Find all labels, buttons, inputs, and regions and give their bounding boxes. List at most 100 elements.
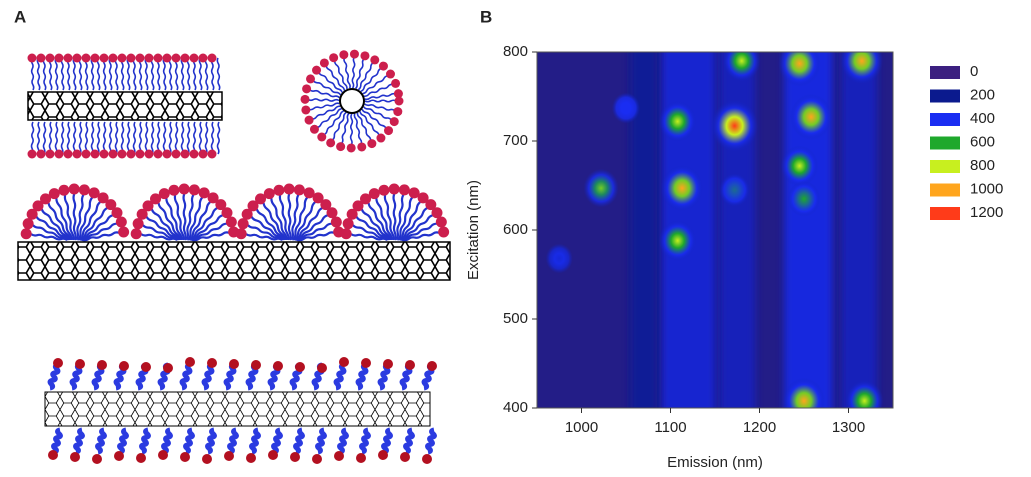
lipid-tail (109, 122, 111, 154)
lipid-tail (37, 58, 39, 90)
lipid-head (422, 454, 432, 464)
intensity-peak (778, 40, 820, 86)
lipid-tail (217, 122, 219, 154)
lipid-head (141, 362, 151, 372)
lipid-tail (175, 58, 177, 90)
lipid-head (389, 184, 400, 195)
nanotube (28, 92, 222, 120)
lipid-head (208, 54, 217, 63)
lipid-tail (193, 122, 195, 154)
lipid-tail (115, 58, 117, 90)
lipid-head (185, 357, 195, 367)
schematics (18, 50, 450, 464)
intensity-peak (719, 173, 750, 206)
panel-label: A (14, 7, 26, 26)
lipid-tail (181, 58, 183, 90)
lipid-head (23, 218, 34, 229)
lipid-head (361, 358, 371, 368)
lipid-head (163, 363, 173, 373)
lipid-head (190, 150, 199, 159)
lipid-head (393, 107, 402, 116)
lipid-tail (296, 430, 303, 452)
lipid-head (181, 150, 190, 159)
lipid-tail (109, 58, 111, 90)
lipid-head (180, 452, 190, 462)
lipid-tail (157, 58, 159, 90)
lipid-head (379, 62, 388, 71)
y-tick-label: 400 (503, 399, 528, 416)
lipid-tail (308, 99, 339, 101)
lipid-head (378, 450, 388, 460)
lipid-tail (43, 122, 45, 154)
lipid-tail (157, 122, 159, 154)
lipid-tail (91, 58, 93, 90)
lipid-head (163, 150, 172, 159)
lipid-head (320, 58, 329, 67)
legend-swatch (930, 90, 960, 103)
lipid-head (55, 150, 64, 159)
lipid-head (284, 184, 295, 195)
lipid-tail (252, 430, 259, 452)
lipid-tail (145, 122, 147, 154)
intensity-peak (659, 220, 697, 261)
lipid-tail (54, 430, 61, 452)
x-axis-label: Emission (nm) (667, 454, 763, 471)
lipid-head (158, 450, 168, 460)
y-tick-label: 700 (503, 132, 528, 149)
lipid-head (154, 54, 163, 63)
figure: A B Emission (nm) Excitation (nm) 100011… (0, 0, 1031, 477)
lipid-head (336, 142, 345, 151)
lipid-head (118, 227, 129, 238)
lipid-head (53, 358, 63, 368)
intensity-peak (790, 94, 832, 140)
nanotube (45, 392, 430, 426)
lipid-head (118, 54, 127, 63)
y-tick-label: 500 (503, 310, 528, 327)
lipid-head (49, 188, 60, 199)
lipid-head (136, 150, 145, 159)
lipid-head (394, 89, 403, 98)
legend-swatch (930, 113, 960, 126)
lipid-tail (211, 58, 213, 90)
lipid-tail (97, 122, 99, 154)
lipid-head (273, 361, 283, 371)
lipid-head (145, 54, 154, 63)
lipid-head (347, 143, 356, 152)
lipid-head (350, 50, 359, 59)
lipid-head (199, 54, 208, 63)
lipid-tail (211, 122, 213, 154)
lipid-tail (175, 122, 177, 154)
lipid-tail (230, 430, 237, 452)
legend-label: 0 (970, 63, 978, 80)
lipid-head (100, 150, 109, 159)
legend-label: 600 (970, 133, 995, 150)
lipid-head (109, 150, 118, 159)
lipid-tail (208, 430, 215, 452)
lipid-head (376, 134, 385, 143)
lipid-head (202, 454, 212, 464)
lipid-head (179, 184, 190, 195)
panel-label: B (480, 7, 492, 26)
lipid-tail (184, 194, 186, 240)
nanotube (18, 242, 450, 280)
lipid-tail (120, 430, 127, 452)
lipid-head (264, 188, 275, 199)
intensity-peak (711, 100, 758, 151)
lipid-tail (98, 430, 105, 452)
lipid-tail (335, 60, 347, 89)
lipid-tail (274, 430, 281, 452)
lipid-head (386, 70, 395, 79)
lipid-head (114, 451, 124, 461)
micelle-core (340, 89, 364, 113)
lipid-head (317, 363, 327, 373)
lipid-tail (151, 122, 153, 154)
lipid-head (163, 54, 172, 63)
lipid-head (64, 150, 73, 159)
lipid-tail (312, 106, 340, 119)
lipid-tail (364, 84, 393, 96)
intensity-peak (783, 378, 825, 424)
lipid-head (301, 95, 310, 104)
legend-label: 400 (970, 110, 995, 127)
lipid-head (133, 218, 144, 229)
lipid-head (360, 51, 369, 60)
